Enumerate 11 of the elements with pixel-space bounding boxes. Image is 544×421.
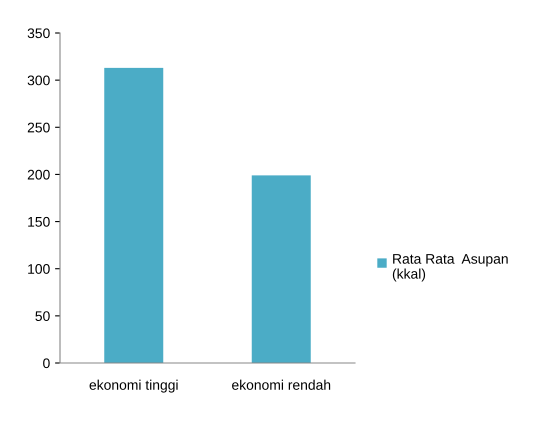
y-tick-label: 300 [28,75,50,86]
y-tick-label: 100 [28,264,50,274]
y-tick-label: 200 [28,170,50,180]
legend-label: Rata Rata Asupan (kkal) [392,254,508,282]
x-tick-label: ekonomi tinggi [90,380,178,393]
x-tick-label: ekonomi rendah [232,380,330,390]
y-tick-label: 50 [35,311,50,322]
y-tick-label: 350 [28,28,50,38]
y-tick-label: 0 [43,358,50,368]
y-tick-label: 150 [28,216,50,227]
y-tick-label: 250 [28,122,50,132]
